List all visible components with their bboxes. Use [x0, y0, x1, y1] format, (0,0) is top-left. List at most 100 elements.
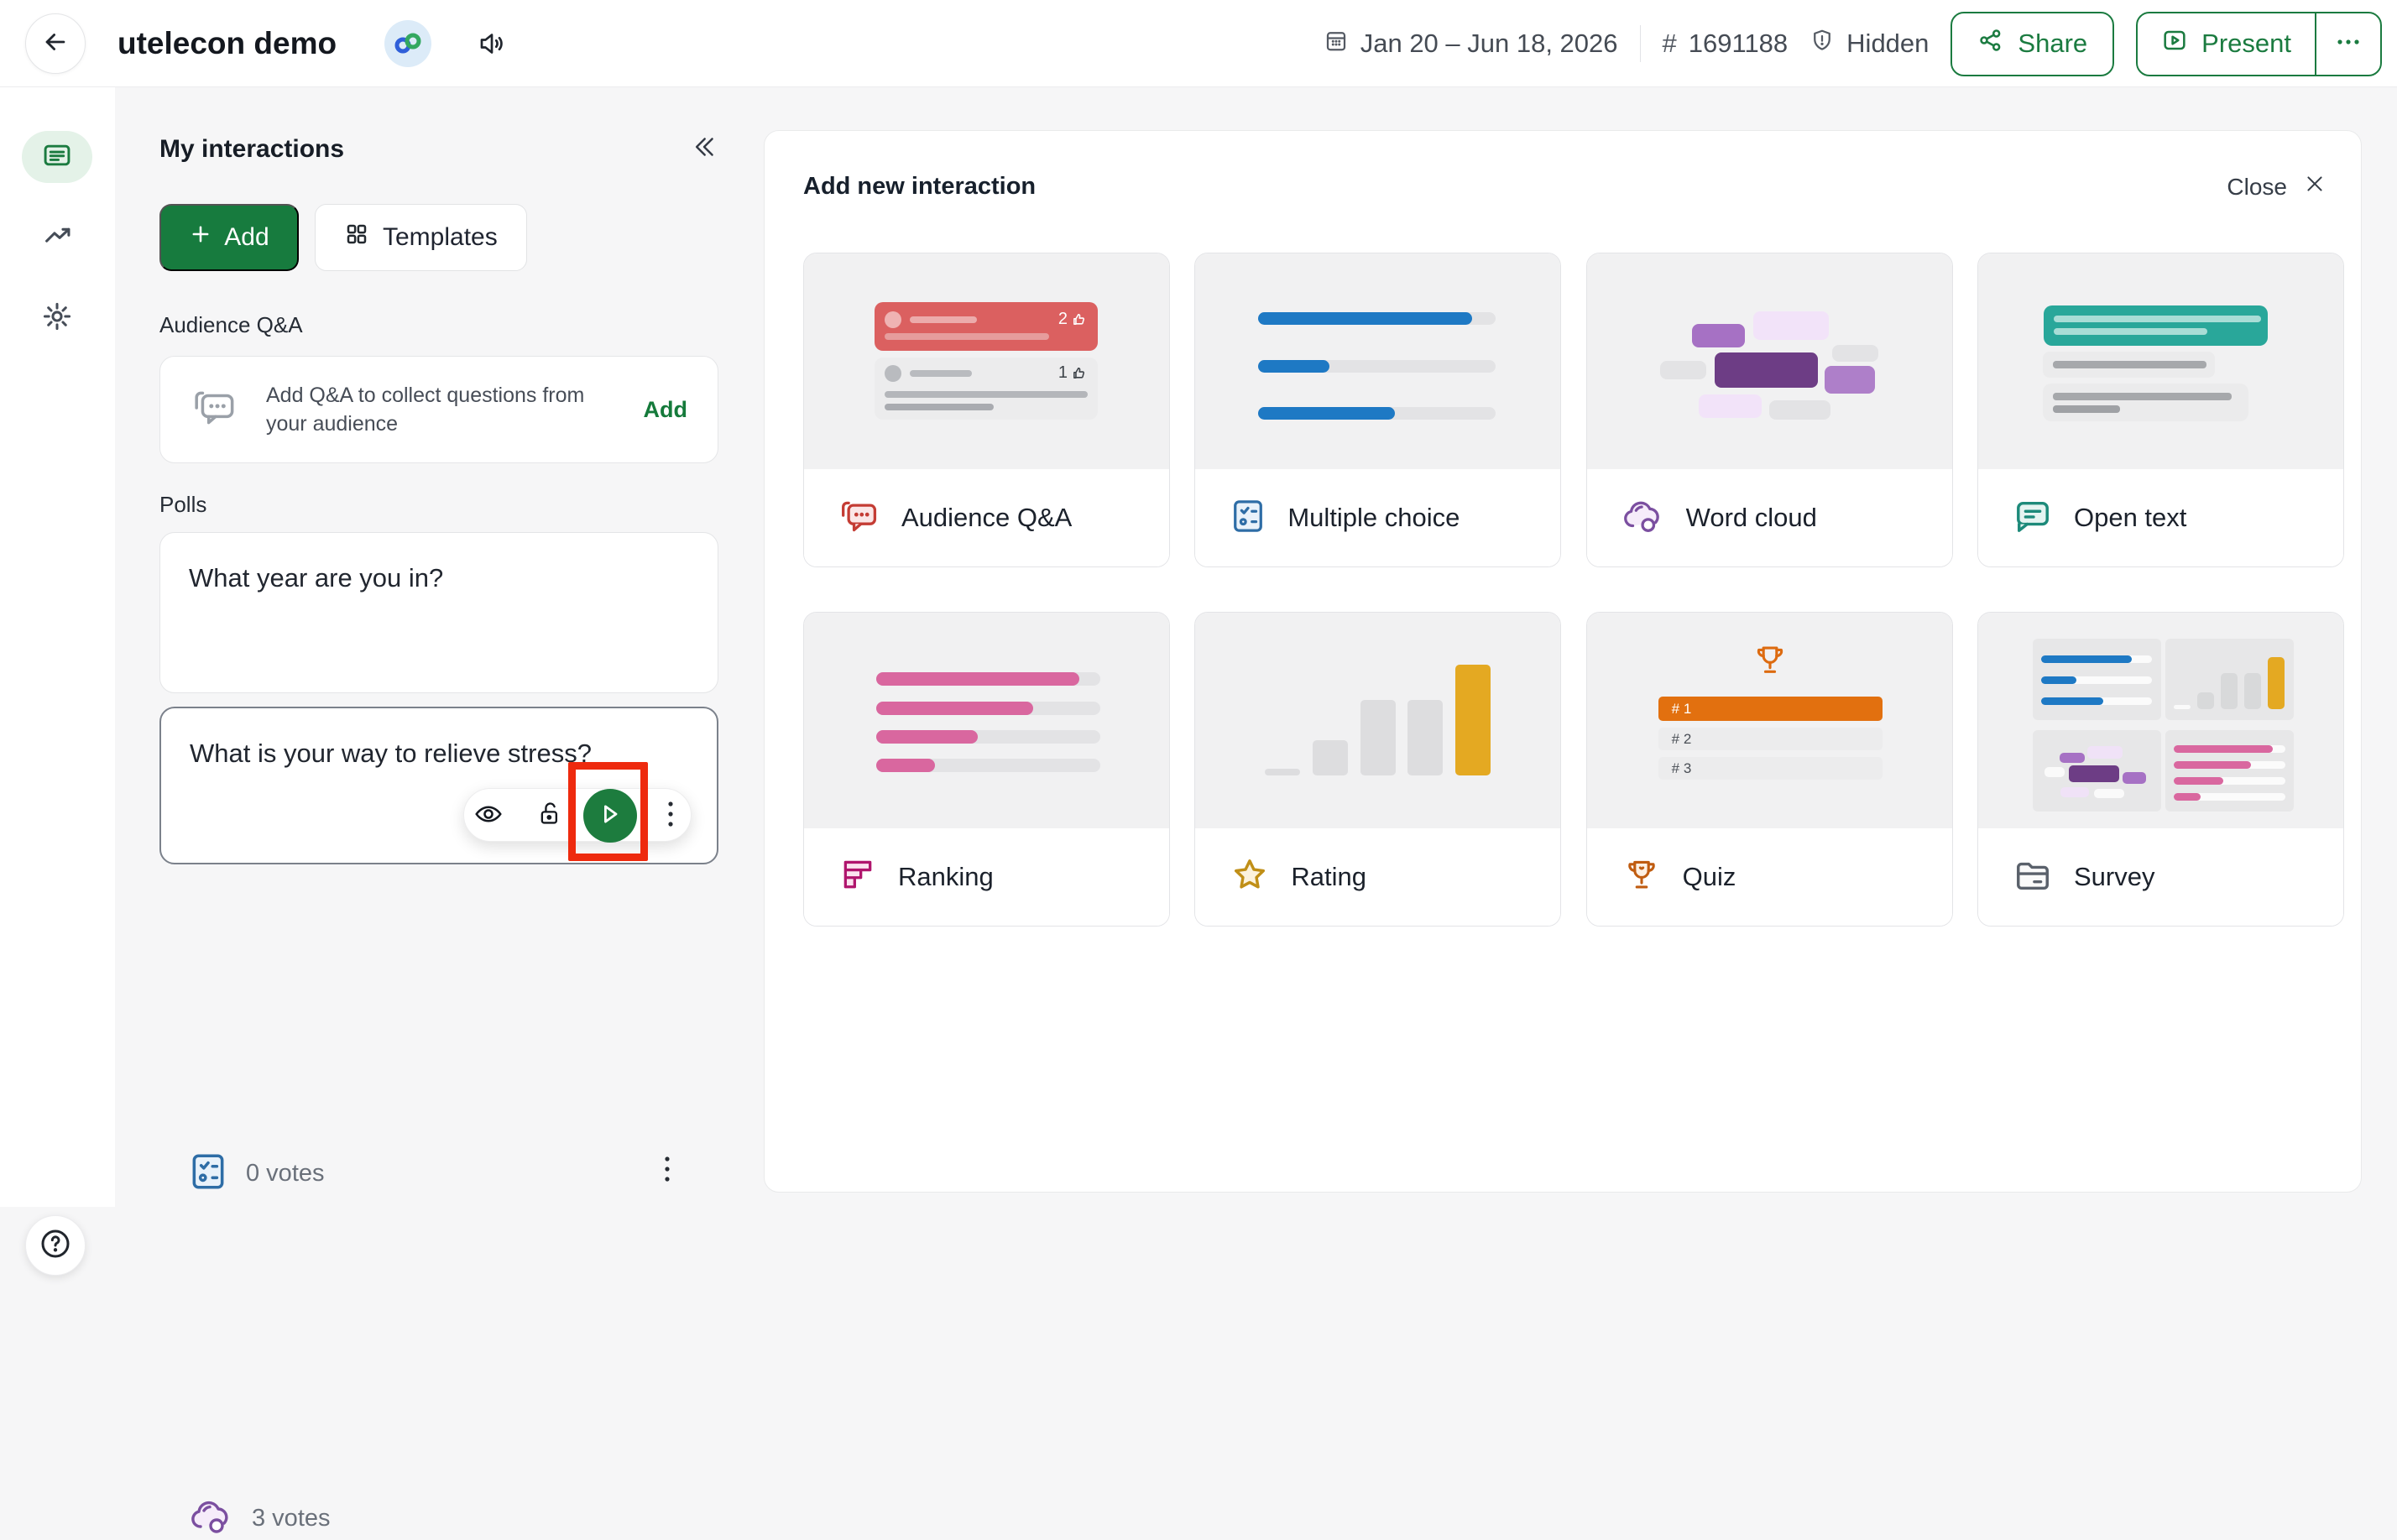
trend-icon [41, 222, 73, 254]
close-button[interactable]: Close [2227, 173, 2326, 201]
divider [1639, 25, 1641, 62]
ranking-thumbnail [804, 613, 1169, 828]
poll-menu-button[interactable] [652, 1152, 682, 1189]
eye-icon [473, 801, 504, 831]
open-text-thumbnail [1977, 253, 2343, 469]
grid-squares-icon [344, 222, 369, 253]
padlock-open-icon [537, 800, 562, 833]
slides-icon [41, 141, 73, 174]
present-poll-button[interactable] [583, 789, 637, 843]
interaction-tile-grid: 2 1 [803, 253, 2344, 927]
narration-button[interactable] [475, 29, 509, 62]
poll-votes: 3 votes [252, 1505, 331, 1532]
tile-word-cloud[interactable]: Word cloud [1585, 253, 1953, 567]
poll-question: What is your way to relieve stress? [190, 739, 592, 768]
hash-icon: # [1662, 29, 1677, 58]
help-button[interactable] [25, 1215, 86, 1276]
add-button-label: Add [224, 223, 269, 251]
polls-section-label: Polls [159, 492, 207, 517]
dialog-title: Add new interaction [803, 173, 1037, 200]
templates-button[interactable]: Templates [315, 204, 527, 271]
add-interaction-dialog: Add new interaction Close 2 [764, 130, 2362, 1193]
rating-thumbnail [1195, 613, 1561, 828]
tile-label: Word cloud [1685, 503, 1817, 532]
rating-star-icon [1230, 856, 1269, 899]
tile-audience-qa[interactable]: 2 1 [803, 253, 1170, 567]
audience-qa-icon [839, 497, 880, 540]
back-button[interactable] [25, 13, 86, 74]
word-cloud-type-icon [190, 1497, 233, 1540]
visibility-label: Hidden [1846, 29, 1930, 58]
panel-title: My interactions [159, 134, 345, 163]
word-cloud-thumbnail [1586, 253, 1952, 469]
qa-section-label: Audience Q&A [159, 312, 303, 337]
topbar-actions: Jan 20 – Jun 18, 2026 # 1691188 Hidden S… [1324, 0, 2382, 87]
tile-label: Quiz [1682, 862, 1736, 891]
multiple-choice-thumbnail [1195, 253, 1561, 469]
poll-menu-button[interactable] [659, 789, 682, 843]
voting-code: 1691188 [1688, 29, 1789, 58]
present-play-icon [2161, 27, 2188, 60]
kebab-icon [666, 797, 675, 835]
webex-logo-icon [384, 20, 431, 67]
tile-survey[interactable]: Survey [1977, 612, 2344, 927]
multiple-choice-icon [1230, 497, 1266, 540]
tile-label: Survey [2073, 862, 2155, 891]
ellipsis-icon [2334, 36, 2363, 51]
share-button[interactable]: Share [1950, 11, 2115, 76]
top-bar: utelecon demo Jan 20 – Jun 18, 2026 # [0, 0, 2397, 87]
quiz-rank-2: # 2 [1658, 728, 1883, 750]
calendar-icon [1324, 28, 1349, 60]
quiz-rank-3: # 3 [1658, 757, 1883, 780]
gear-icon [41, 300, 73, 337]
voting-code-chip: # 1691188 [1663, 29, 1789, 59]
present-more-button[interactable] [2315, 13, 2380, 75]
lock-button[interactable] [538, 789, 561, 843]
word-cloud-icon [1622, 498, 1664, 539]
qa-prompt-text: Add Q&A to collect questions from your a… [266, 384, 585, 436]
audience-qa-thumbnail: 2 1 [804, 253, 1169, 469]
date-range-label: Jan 20 – Jun 18, 2026 [1360, 29, 1618, 58]
survey-folder-icon [2013, 858, 2052, 897]
tile-ranking[interactable]: Ranking [803, 612, 1170, 927]
panel-header: My interactions [159, 134, 718, 164]
presentation-title: utelecon demo [118, 26, 337, 60]
tile-open-text[interactable]: Open text [1977, 253, 2344, 567]
kebab-icon [663, 1152, 671, 1190]
quiz-rank-1: # 1 [1658, 697, 1883, 721]
question-circle-icon [39, 1227, 72, 1265]
multiple-choice-type-icon [189, 1151, 227, 1197]
date-range-chip[interactable]: Jan 20 – Jun 18, 2026 [1324, 28, 1618, 60]
share-icon [1977, 27, 2004, 60]
rail-item-results[interactable] [22, 211, 92, 264]
present-label: Present [2201, 29, 2291, 58]
poll-question: What year are you in? [189, 563, 444, 593]
present-button-group: Present [2136, 11, 2382, 76]
present-button[interactable]: Present [2138, 13, 2315, 75]
add-interaction-button[interactable]: Add [159, 204, 299, 271]
qa-add-link[interactable]: Add [643, 396, 687, 422]
chat-bubbles-gray-icon [192, 385, 241, 435]
tile-multiple-choice[interactable]: Multiple choice [1194, 253, 1562, 567]
preview-button[interactable] [475, 789, 502, 843]
collapse-panel-button[interactable] [690, 134, 718, 164]
poll-votes: 0 votes [246, 1160, 325, 1187]
speaker-icon [477, 29, 507, 63]
poll-card-what-year[interactable]: What year are you in? 0 votes [159, 532, 718, 1189]
open-text-icon [2013, 498, 2052, 539]
tile-label: Ranking [898, 862, 994, 891]
poll-card-relieve-stress[interactable]: What is your way to relieve stress? 3 vo… [159, 707, 718, 1533]
tile-label: Audience Q&A [901, 503, 1073, 532]
double-chevron-left-icon [690, 134, 718, 164]
arrow-left-icon [41, 28, 70, 60]
tile-rating[interactable]: Rating [1194, 612, 1562, 927]
plus-icon [189, 222, 212, 253]
visibility-chip[interactable]: Hidden [1810, 28, 1929, 60]
qa-add-box: Add Q&A to collect questions from your a… [159, 356, 718, 463]
survey-thumbnail [1977, 613, 2343, 828]
rail-item-settings[interactable] [22, 292, 92, 344]
templates-button-label: Templates [383, 223, 498, 251]
tile-label: Open text [2073, 503, 2187, 532]
rail-item-interactions[interactable] [22, 131, 92, 183]
tile-quiz[interactable]: # 1 # 2 # 3 Quiz [1585, 612, 1953, 927]
